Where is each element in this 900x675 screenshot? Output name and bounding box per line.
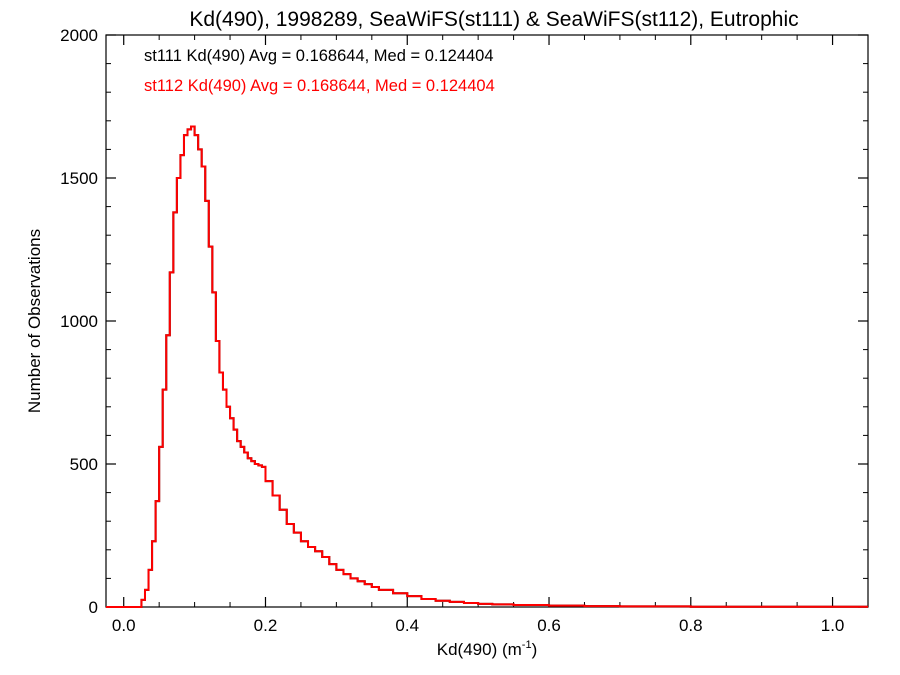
x-axis-title-sup: -1 [522, 639, 532, 651]
x-axis-title: Kd(490) (m-1) [437, 639, 537, 659]
x-tick-label: 0.4 [395, 616, 419, 635]
x-tick-label: 1.0 [821, 616, 845, 635]
y-axis-ticks: 0 500 1000 1500 2000 [60, 26, 868, 617]
chart-title: Kd(490), 1998289, SeaWiFS(st111) & SeaWi… [189, 8, 798, 31]
y-tick-label: 1500 [60, 169, 98, 188]
x-axis-title-end: ) [532, 640, 538, 659]
histogram-series-1 [106, 125, 868, 608]
x-tick-label: 0.0 [112, 616, 136, 635]
y-tick-label: 1000 [60, 312, 98, 331]
x-axis-title-main: Kd(490) (m [437, 640, 522, 659]
plot-frame [105, 34, 869, 608]
series-layer [106, 125, 868, 608]
x-tick-label: 0.8 [679, 616, 703, 635]
x-axis-ticks: 0.0 0.2 0.4 0.6 0.8 1.0 [112, 35, 869, 635]
y-tick-label: 2000 [60, 26, 98, 45]
y-tick-label: 0 [89, 598, 98, 617]
annotation-st112: st112 Kd(490) Avg = 0.168644, Med = 0.12… [144, 77, 495, 95]
y-axis-title: Number of Observations [25, 229, 44, 413]
x-tick-label: 0.2 [254, 616, 278, 635]
x-tick-label: 0.6 [537, 616, 561, 635]
annotation-st111: st111 Kd(490) Avg = 0.168644, Med = 0.12… [144, 47, 494, 65]
y-tick-label: 500 [70, 455, 98, 474]
